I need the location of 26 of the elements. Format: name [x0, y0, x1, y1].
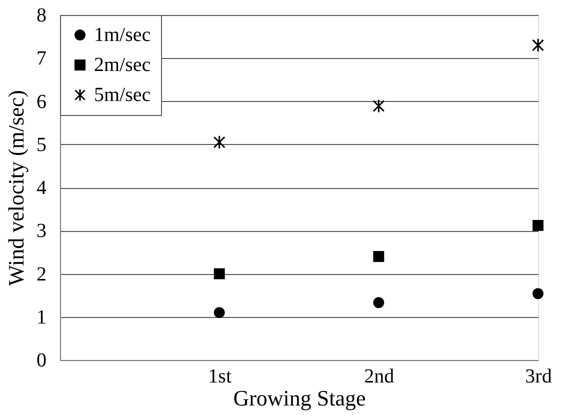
x-tick-label: 3rd — [525, 366, 552, 388]
point — [532, 38, 544, 52]
y-tick-label: 8 — [36, 4, 46, 26]
point — [532, 220, 544, 231]
y-tick-label: 4 — [36, 177, 46, 199]
y-tick-label: 3 — [36, 220, 46, 242]
legend-label: 2m/sec — [94, 54, 151, 76]
y-tick-label: 6 — [36, 90, 46, 113]
y-tick-label: 5 — [36, 134, 46, 156]
point — [373, 297, 384, 308]
y-tick-label: 1 — [36, 306, 46, 328]
legend-label: 5m/sec — [94, 84, 151, 106]
y-tick-label: 2 — [36, 263, 46, 286]
point — [213, 135, 226, 150]
y-tick-label: 7 — [36, 48, 46, 70]
x-axis-title: Growing Stage — [233, 386, 366, 410]
y-axis-title: Wind velocity (m/sec) — [4, 90, 28, 286]
point — [214, 268, 225, 280]
legend-label: 1m/sec — [94, 24, 151, 46]
point — [373, 251, 384, 262]
x-tick-label: 1st — [208, 366, 232, 388]
x-tick-label: 2nd — [364, 366, 394, 388]
y-tick-label: 0 — [36, 350, 46, 372]
point — [214, 307, 225, 318]
point — [372, 98, 385, 114]
point — [532, 288, 544, 300]
